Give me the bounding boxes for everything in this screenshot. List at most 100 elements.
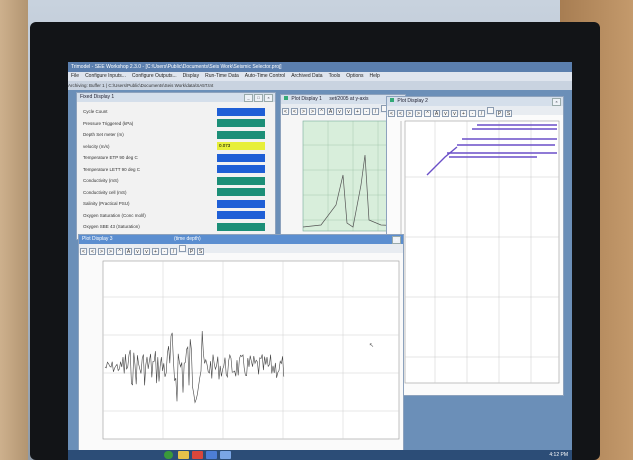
fixed-row-value bbox=[217, 107, 265, 116]
window-title: Plot Display 2 bbox=[397, 98, 428, 104]
menu-item-auto-time-control[interactable]: Auto-Time Control bbox=[244, 73, 286, 79]
plot-small-trace bbox=[302, 154, 404, 228]
fixed-row-label: Oxygen Saturation (Conc mol/l) bbox=[83, 212, 146, 218]
menu-item-archived-data[interactable]: Archived Data bbox=[291, 73, 323, 79]
fixed-row-label: Conductivity cell (mS) bbox=[83, 189, 127, 195]
toolbar-button[interactable]: > bbox=[406, 110, 413, 117]
fixed-row-value bbox=[217, 165, 265, 173]
minimize-button[interactable]: _ bbox=[244, 94, 253, 102]
menu-item-file[interactable]: File bbox=[71, 73, 80, 79]
toolbar-button[interactable]: ^ bbox=[424, 110, 431, 117]
toolbar-button[interactable]: v bbox=[442, 110, 449, 117]
toolbar-button[interactable]: / bbox=[478, 110, 485, 117]
fixed-row-value bbox=[217, 119, 265, 127]
fixed-row-label: velocity (m/s) bbox=[83, 143, 110, 149]
photo-left-wall bbox=[0, 0, 28, 460]
fixed-row-label: Temperature ETP 90 deg C bbox=[83, 155, 138, 160]
menu-item-configure-outputs[interactable]: Configure Outputs... bbox=[131, 73, 177, 79]
plot-main-title-bar[interactable]: Plot Display 3 (time depth) × bbox=[79, 235, 403, 244]
monitor-screen: Trimodel - SEE Workshop 2.3.0 - [C:\User… bbox=[68, 62, 572, 460]
toolbar-button[interactable]: - bbox=[161, 248, 168, 255]
toolbar-button[interactable]: > bbox=[415, 110, 422, 117]
menu-item-help[interactable]: Help bbox=[369, 73, 380, 79]
toolbar-button[interactable]: v bbox=[451, 110, 458, 117]
toolbar-button[interactable]: - bbox=[469, 110, 476, 117]
plot-small-title-bar[interactable]: Plot Display 1 set/2005 at y-axis bbox=[281, 95, 405, 104]
toolbar-button[interactable]: v bbox=[143, 248, 150, 255]
menu-item-tools[interactable]: Tools bbox=[328, 73, 341, 79]
windows-taskbar: 4:12 PM bbox=[68, 450, 572, 460]
toolbar-button[interactable]: - bbox=[363, 108, 370, 115]
window-title: Fixed Display 1 bbox=[80, 94, 115, 100]
toolbar-button[interactable]: / bbox=[372, 108, 379, 115]
toolbar-button[interactable]: < bbox=[282, 108, 289, 115]
toolbar-button[interactable]: A bbox=[327, 108, 334, 115]
toolbar-button[interactable]: + bbox=[460, 110, 467, 117]
toolbar-button[interactable]: P bbox=[188, 248, 195, 255]
browser-icon[interactable] bbox=[192, 451, 203, 459]
fixed-display-title-bar[interactable]: Fixed Display 1 _ □ × bbox=[77, 93, 275, 102]
window-subtitle: (time depth) bbox=[173, 236, 201, 242]
toolbar-button[interactable]: > bbox=[98, 248, 105, 255]
toolbar-button[interactable]: > bbox=[300, 108, 307, 115]
fixed-row-value bbox=[217, 153, 265, 162]
plot-right-title-bar[interactable]: Plot Display 2 × bbox=[387, 97, 563, 106]
close-button[interactable]: × bbox=[392, 236, 401, 244]
toolbar-button[interactable]: ^ bbox=[116, 248, 123, 255]
app-title-bar: Trimodel - SEE Workshop 2.3.0 - [C:\User… bbox=[68, 62, 572, 72]
toolbar-button[interactable]: A bbox=[125, 248, 132, 255]
plot-right-canvas[interactable] bbox=[387, 117, 564, 396]
maximize-button[interactable]: □ bbox=[254, 94, 263, 102]
mouse-cursor-icon: ↖ bbox=[369, 343, 374, 349]
toolbar-button[interactable]: A bbox=[433, 110, 440, 117]
toolbar-button[interactable]: > bbox=[107, 248, 114, 255]
menu-bar: File Configure Inputs... Configure Outputs… bbox=[68, 72, 572, 81]
window-subtitle: set/2005 at y-axis bbox=[329, 96, 369, 102]
explorer-icon[interactable] bbox=[178, 451, 189, 459]
app-icon[interactable] bbox=[206, 451, 217, 459]
toolbar-button[interactable]: + bbox=[152, 248, 159, 255]
fixed-row-label: Depth Set meter (m) bbox=[83, 132, 124, 137]
fixed-row-label: Cycle Count bbox=[83, 109, 108, 114]
fixed-row-value bbox=[217, 130, 265, 139]
toolbar-button[interactable]: < bbox=[388, 110, 395, 117]
toolbar-button[interactable]: v bbox=[134, 248, 141, 255]
menu-item-configure-inputs[interactable]: Configure Inputs... bbox=[85, 73, 126, 79]
fixed-row-label: Temperature LETT 90 deg C bbox=[83, 166, 140, 172]
plot-right-traces bbox=[426, 124, 557, 176]
toolbar-button[interactable] bbox=[179, 245, 186, 252]
fixed-row-value bbox=[217, 211, 265, 219]
start-button-icon[interactable] bbox=[164, 451, 173, 459]
toolbar-button[interactable]: / bbox=[170, 248, 177, 255]
toolbar-button[interactable]: S bbox=[505, 110, 512, 117]
toolbar-button[interactable]: < bbox=[397, 110, 404, 117]
toolbar-button[interactable]: + bbox=[354, 108, 361, 115]
app-icon-2[interactable] bbox=[220, 451, 231, 459]
fixed-row-value: 0.073 bbox=[217, 142, 265, 150]
toolbar-button[interactable] bbox=[487, 107, 494, 114]
menu-item-run-time-data[interactable]: Run-Time Data bbox=[205, 73, 239, 79]
menu-item-options[interactable]: Options bbox=[346, 73, 364, 79]
plot-main-waveform bbox=[104, 330, 285, 404]
toolbar-button[interactable]: < bbox=[291, 108, 298, 115]
fixed-row-label: Pressure Triggered (kPa) bbox=[83, 120, 134, 126]
toolbar-button[interactable]: P bbox=[496, 110, 503, 117]
fixed-row-label: Salinity (Practical PSU) bbox=[83, 201, 130, 206]
toolbar-button[interactable]: > bbox=[309, 108, 316, 115]
toolbar-button[interactable]: S bbox=[197, 248, 204, 255]
toolbar-button[interactable]: v bbox=[336, 108, 343, 115]
plot-icon bbox=[390, 98, 394, 102]
toolbar-button[interactable]: < bbox=[80, 248, 87, 255]
menu-item-display[interactable]: Display bbox=[182, 73, 200, 79]
fixed-display-window[interactable]: Fixed Display 1 _ □ × Cycle Count Pressur… bbox=[76, 92, 276, 240]
close-button[interactable]: × bbox=[264, 94, 273, 102]
close-button[interactable]: × bbox=[552, 98, 561, 106]
toolbar-button[interactable]: < bbox=[89, 248, 96, 255]
toolbar-button[interactable]: ^ bbox=[318, 108, 325, 115]
toolbar-button[interactable]: v bbox=[345, 108, 352, 115]
plot-main-canvas[interactable]: ↖ bbox=[79, 255, 404, 451]
